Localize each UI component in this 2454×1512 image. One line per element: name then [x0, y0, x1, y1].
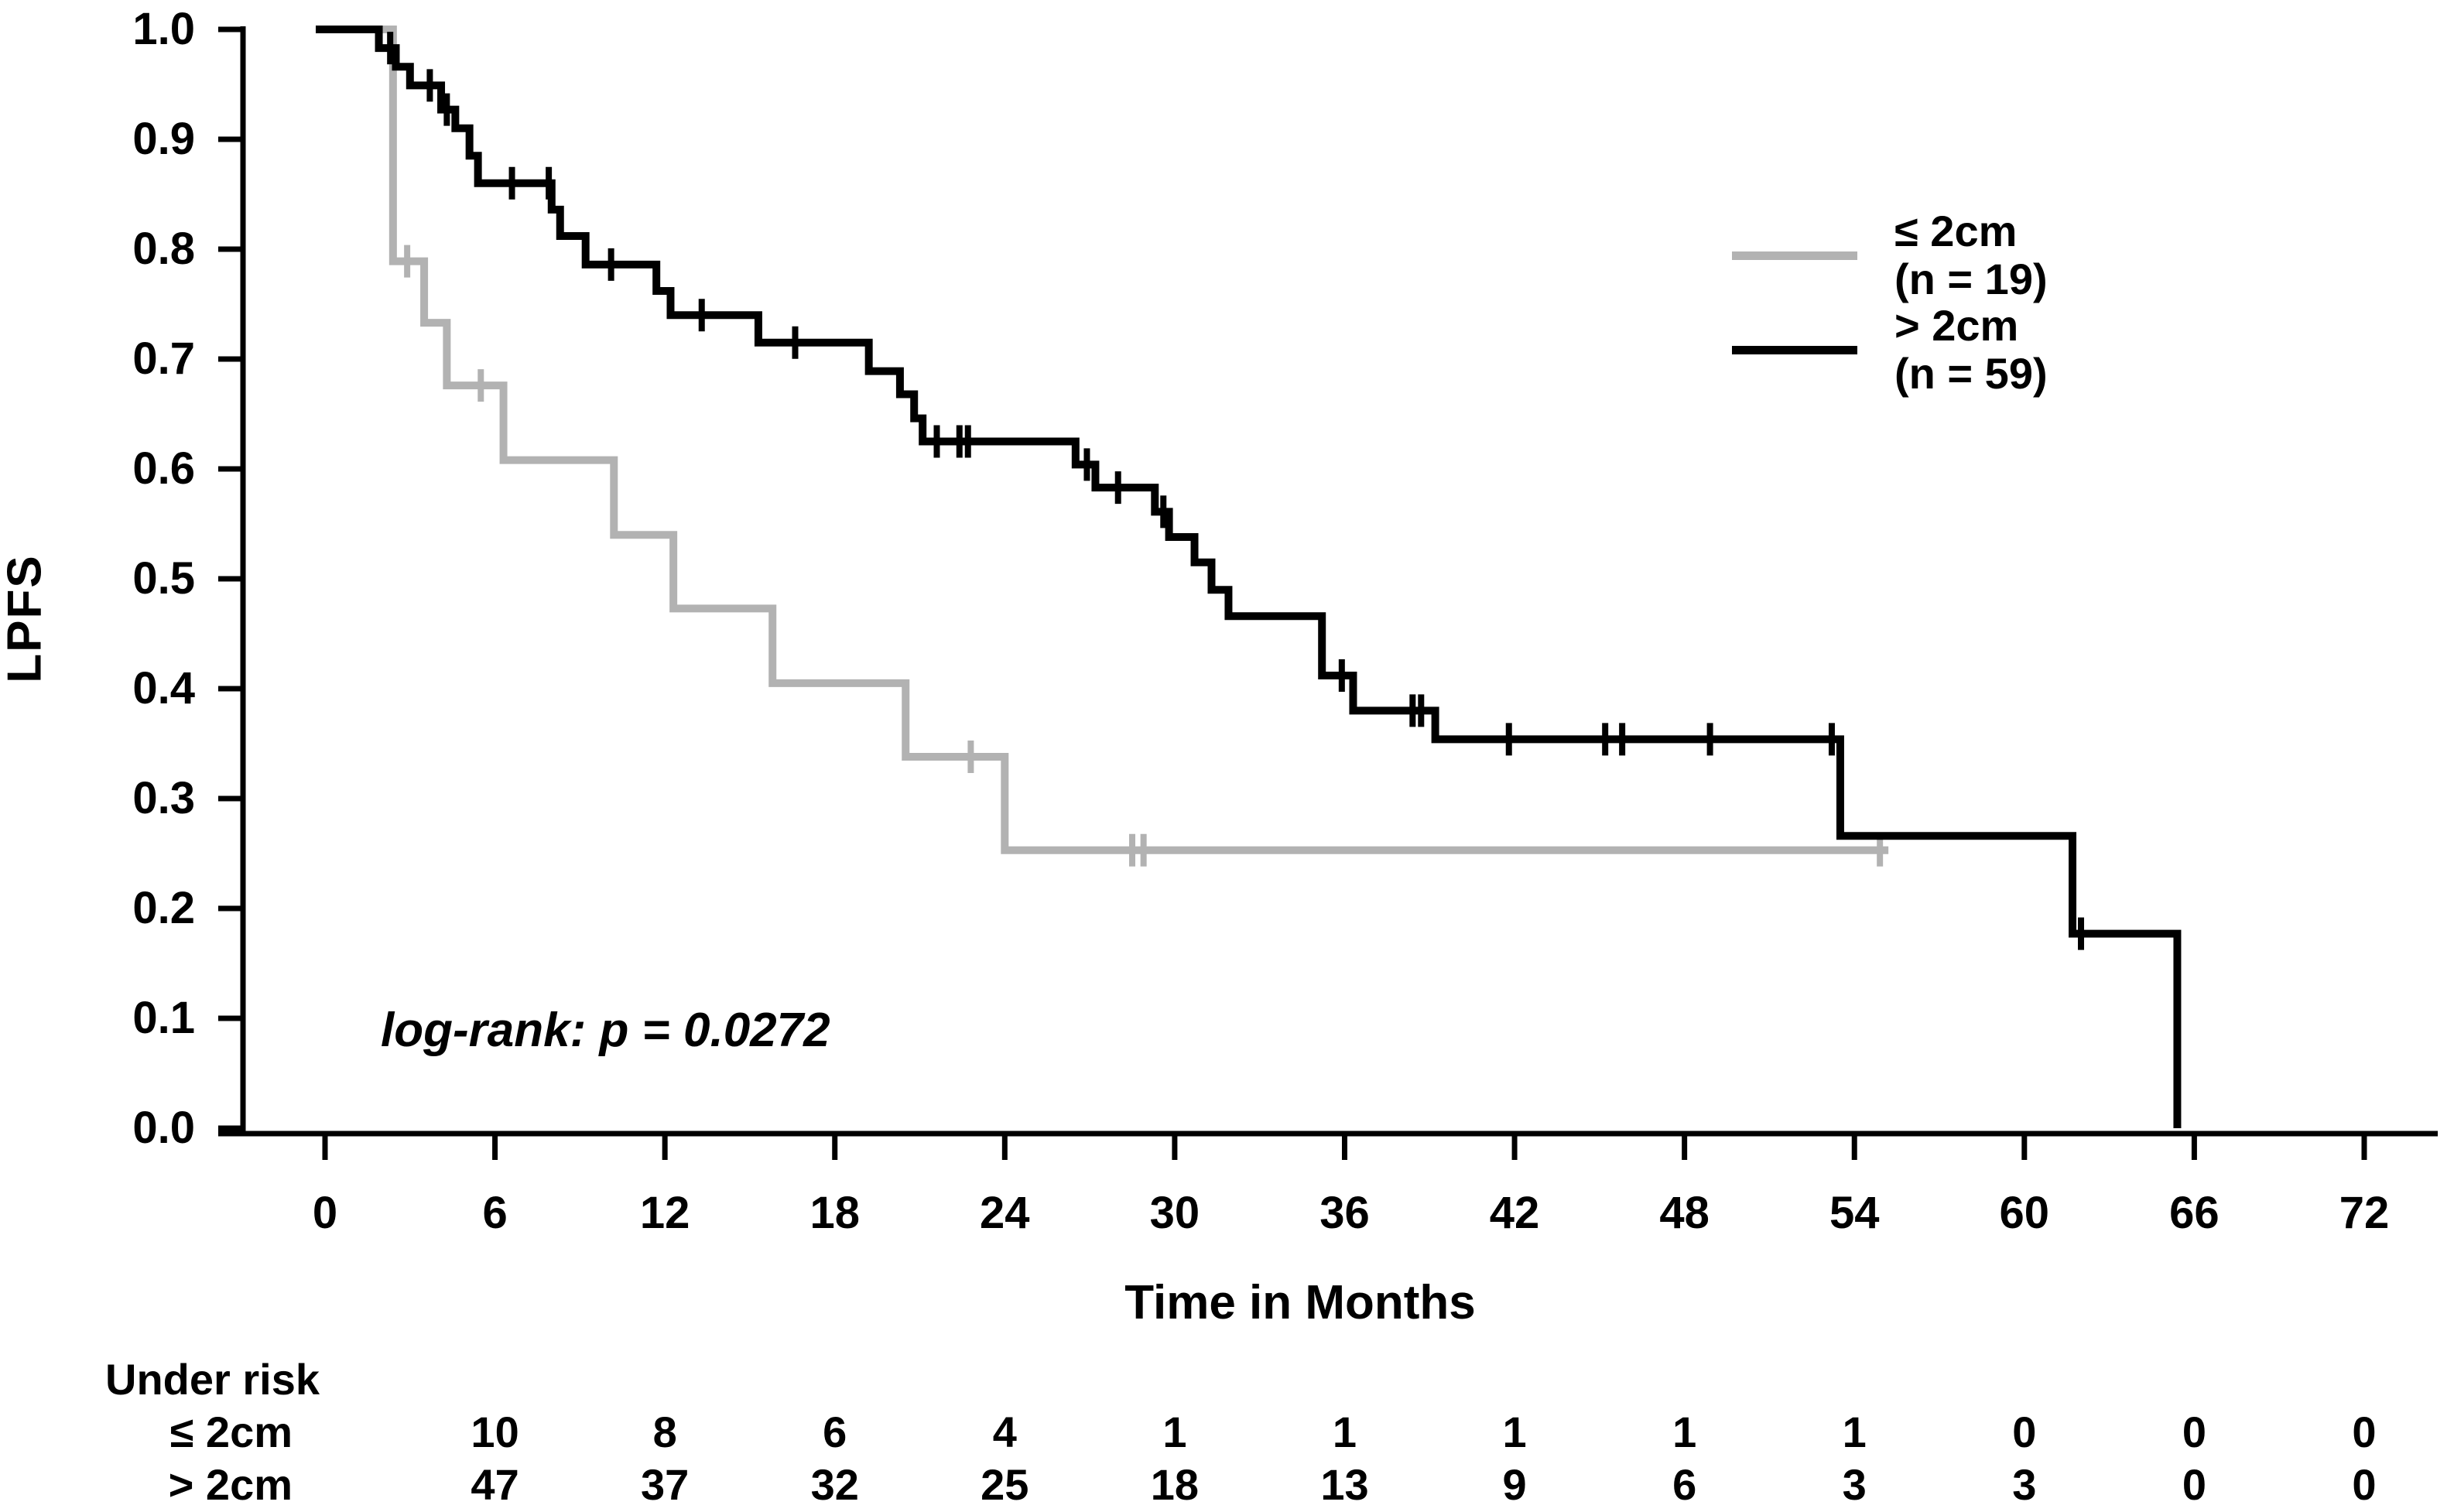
km-curve-le2cm — [316, 26, 1889, 854]
logrank-annotation: log-rank: p = 0.0272 — [381, 1004, 830, 1057]
y-tick-label: 0.7 — [132, 334, 195, 384]
risk-count: 32 — [810, 1460, 859, 1509]
x-tick-label: 60 — [1999, 1188, 2050, 1238]
risk-count: 6 — [823, 1408, 847, 1456]
risk-count: 1 — [1502, 1408, 1527, 1456]
y-tick-label: 0.9 — [132, 114, 195, 164]
x-tick-label: 24 — [980, 1188, 1030, 1238]
risk-count: 37 — [641, 1460, 690, 1509]
x-tick-label: 18 — [809, 1188, 860, 1238]
y-tick-label: 0.1 — [132, 993, 195, 1043]
risk-count: 0 — [2352, 1460, 2377, 1509]
risk-count: 0 — [2352, 1408, 2377, 1456]
risk-count: 4 — [992, 1408, 1017, 1456]
y-tick-label: 0.2 — [132, 883, 195, 933]
legend-label-text: ≤ 2cm — [1894, 207, 2018, 255]
x-tick-label: 42 — [1489, 1188, 1540, 1238]
risk-count: 1 — [1672, 1408, 1697, 1456]
risk-count: 9 — [1502, 1460, 1527, 1509]
y-tick-label: 0.4 — [132, 663, 195, 713]
risk-count: 1 — [1842, 1408, 1867, 1456]
y-tick-label: 0.0 — [132, 1103, 195, 1153]
risk-count: 10 — [471, 1408, 519, 1456]
legend-label-gt2cm: > 2cm (n = 59) — [1894, 302, 2048, 398]
risk-row-label: > 2cm — [168, 1460, 293, 1509]
y-tick-label: 0.3 — [132, 773, 195, 823]
x-tick-label: 48 — [1659, 1188, 1710, 1238]
risk-count: 0 — [2012, 1408, 2037, 1456]
risk-count: 3 — [1842, 1460, 1867, 1509]
risk-count: 0 — [2182, 1408, 2206, 1456]
km-curve-gt2cm — [316, 26, 2182, 1128]
risk-count: 8 — [652, 1408, 677, 1456]
legend-label-le2cm: ≤ 2cm (n = 19) — [1894, 207, 2048, 303]
x-axis-title: Time in Months — [1124, 1276, 1476, 1329]
legend-sublabel-text: (n = 19) — [1894, 255, 2048, 303]
risk-count: 1 — [1162, 1408, 1187, 1456]
legend-item-le2cm: ≤ 2cm (n = 19) — [1732, 207, 2048, 303]
legend-sublabel-text: (n = 59) — [1894, 349, 2048, 398]
risk-table-title: Under risk — [105, 1355, 320, 1404]
legend-swatch-gt2cm — [1732, 345, 1857, 354]
x-tick-label: 72 — [2339, 1188, 2390, 1238]
x-tick-label: 0 — [312, 1188, 338, 1238]
y-tick-label: 0.8 — [132, 224, 195, 274]
x-tick-label: 30 — [1149, 1188, 1200, 1238]
risk-row-label: ≤ 2cm — [169, 1408, 293, 1456]
risk-count: 0 — [2182, 1460, 2206, 1509]
legend-item-gt2cm: > 2cm (n = 59) — [1732, 302, 2048, 398]
x-tick-label: 54 — [1829, 1188, 1880, 1238]
x-tick-label: 12 — [639, 1188, 690, 1238]
x-tick-label: 66 — [2169, 1188, 2220, 1238]
x-tick-label: 6 — [482, 1188, 508, 1238]
risk-count: 6 — [1672, 1460, 1697, 1509]
risk-count: 47 — [471, 1460, 519, 1509]
risk-count: 18 — [1150, 1460, 1200, 1509]
risk-count: 1 — [1332, 1408, 1357, 1456]
y-axis-title: LPFS — [0, 554, 52, 683]
risk-count: 25 — [981, 1460, 1029, 1509]
risk-count: 3 — [2012, 1460, 2037, 1509]
risk-count: 13 — [1320, 1460, 1369, 1509]
legend-swatch-le2cm — [1732, 251, 1857, 260]
legend-label-text: > 2cm — [1894, 301, 2019, 350]
y-tick-label: 0.6 — [132, 443, 195, 494]
x-tick-label: 36 — [1319, 1188, 1370, 1238]
y-tick-label: 0.5 — [132, 553, 195, 604]
y-tick-label: 1.0 — [132, 4, 195, 54]
